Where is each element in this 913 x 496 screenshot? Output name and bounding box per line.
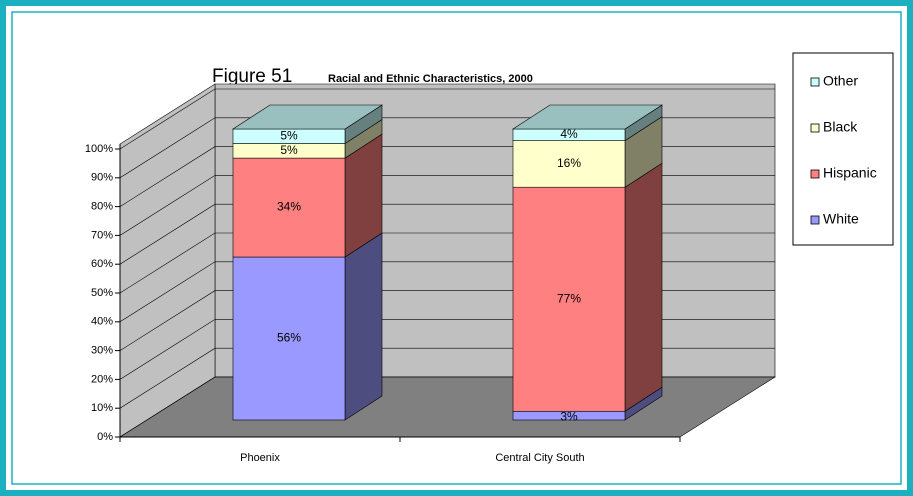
legend-swatch (810, 215, 820, 225)
y-tick-label: 50% (91, 287, 113, 299)
y-tick-label: 60% (91, 258, 113, 270)
legend-label: Other (823, 73, 858, 89)
bar (232, 157, 346, 258)
bar (232, 256, 346, 421)
y-tick-label: 70% (91, 229, 113, 241)
y-tick-label: 30% (91, 345, 113, 357)
y-tick-label: 20% (91, 373, 113, 385)
x-tick-label: Central City South (495, 452, 584, 464)
grid-line (119, 88, 775, 150)
legend-label: Hispanic (823, 165, 877, 181)
legend-box (792, 52, 894, 246)
x-tick-label: Phoenix (240, 452, 280, 464)
y-tick-label: 10% (91, 402, 113, 414)
y-tick-label: 100% (85, 143, 113, 155)
data-label: 16% (557, 156, 581, 170)
y-tick-label: 90% (91, 172, 113, 184)
legend-swatch (810, 77, 820, 87)
side-wall (119, 83, 216, 438)
y-tick-label: 0% (97, 431, 113, 443)
legend-swatch (810, 123, 820, 133)
bar-side (344, 232, 383, 421)
chart-title: Figure 51 (212, 66, 292, 87)
data-label: 77% (557, 291, 581, 305)
legend-label: Black (823, 119, 858, 135)
bar (512, 186, 626, 412)
data-label: 3% (560, 409, 578, 423)
data-label: 34% (277, 200, 301, 214)
legend-label: White (823, 211, 859, 227)
bar-top (231, 104, 384, 130)
data-label: 5% (280, 128, 298, 142)
bar (512, 140, 626, 188)
data-label: 4% (560, 127, 578, 141)
bar-side (624, 162, 663, 412)
data-label: 56% (277, 331, 301, 345)
data-label: 5% (280, 143, 298, 157)
y-tick-label: 80% (91, 201, 113, 213)
y-tick-label: 40% (91, 316, 113, 328)
chart-subtitle: Racial and Ethnic Characteristics, 2000 (328, 73, 533, 85)
floor (118, 376, 777, 438)
bar-top (511, 104, 664, 130)
legend-swatch (810, 169, 820, 179)
